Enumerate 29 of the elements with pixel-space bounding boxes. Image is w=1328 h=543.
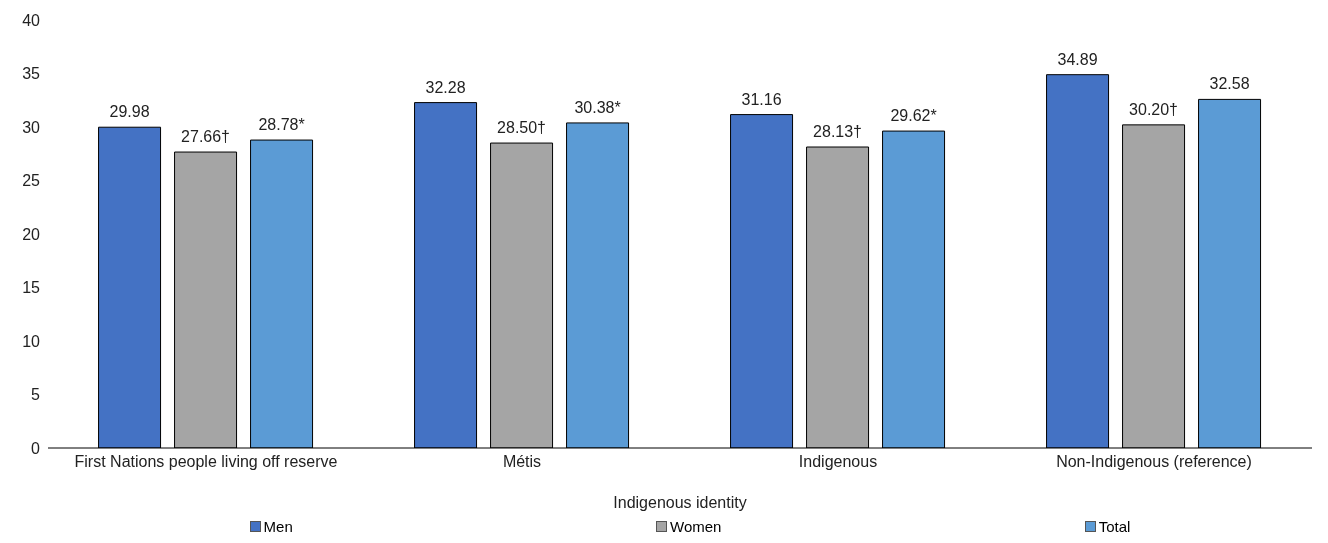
data-label: 32.28 xyxy=(425,78,466,96)
x-axis-title: Indigenous identity xyxy=(613,494,747,511)
x-tick-label: Métis xyxy=(502,453,542,471)
legend-label: Women xyxy=(669,518,722,535)
x-tick-label: Non-Indigenous (reference) xyxy=(1056,453,1252,471)
data-label: 34.89 xyxy=(1057,50,1098,68)
data-label: 31.16 xyxy=(741,90,782,108)
y-tick-label: 40 xyxy=(22,11,41,29)
y-tick-label: 0 xyxy=(31,439,41,457)
legend-label: Men xyxy=(262,518,293,535)
x-tick-label: First Nations people living off reserve xyxy=(74,453,338,471)
y-tick-label: 5 xyxy=(31,386,41,404)
y-tick-label: 25 xyxy=(22,172,41,190)
data-label: 29.62* xyxy=(890,107,937,125)
data-label: 29.98 xyxy=(109,103,150,121)
y-tick-label: 10 xyxy=(22,332,41,350)
data-label: 30.38* xyxy=(574,98,621,116)
data-label: 28.78* xyxy=(258,116,305,134)
data-label: 32.58 xyxy=(1209,75,1250,93)
data-label: 27.66† xyxy=(181,128,231,146)
y-tick-label: 15 xyxy=(22,279,41,297)
legend-label: Total xyxy=(1097,518,1131,535)
data-label: 28.13† xyxy=(813,123,863,141)
data-label: 28.50† xyxy=(497,119,547,137)
x-tick-label: Indigenous xyxy=(798,453,878,471)
y-tick-label: 35 xyxy=(22,65,41,83)
y-tick-label: 20 xyxy=(22,225,41,243)
data-label: 30.20† xyxy=(1129,100,1179,118)
y-tick-label: 30 xyxy=(22,118,41,136)
